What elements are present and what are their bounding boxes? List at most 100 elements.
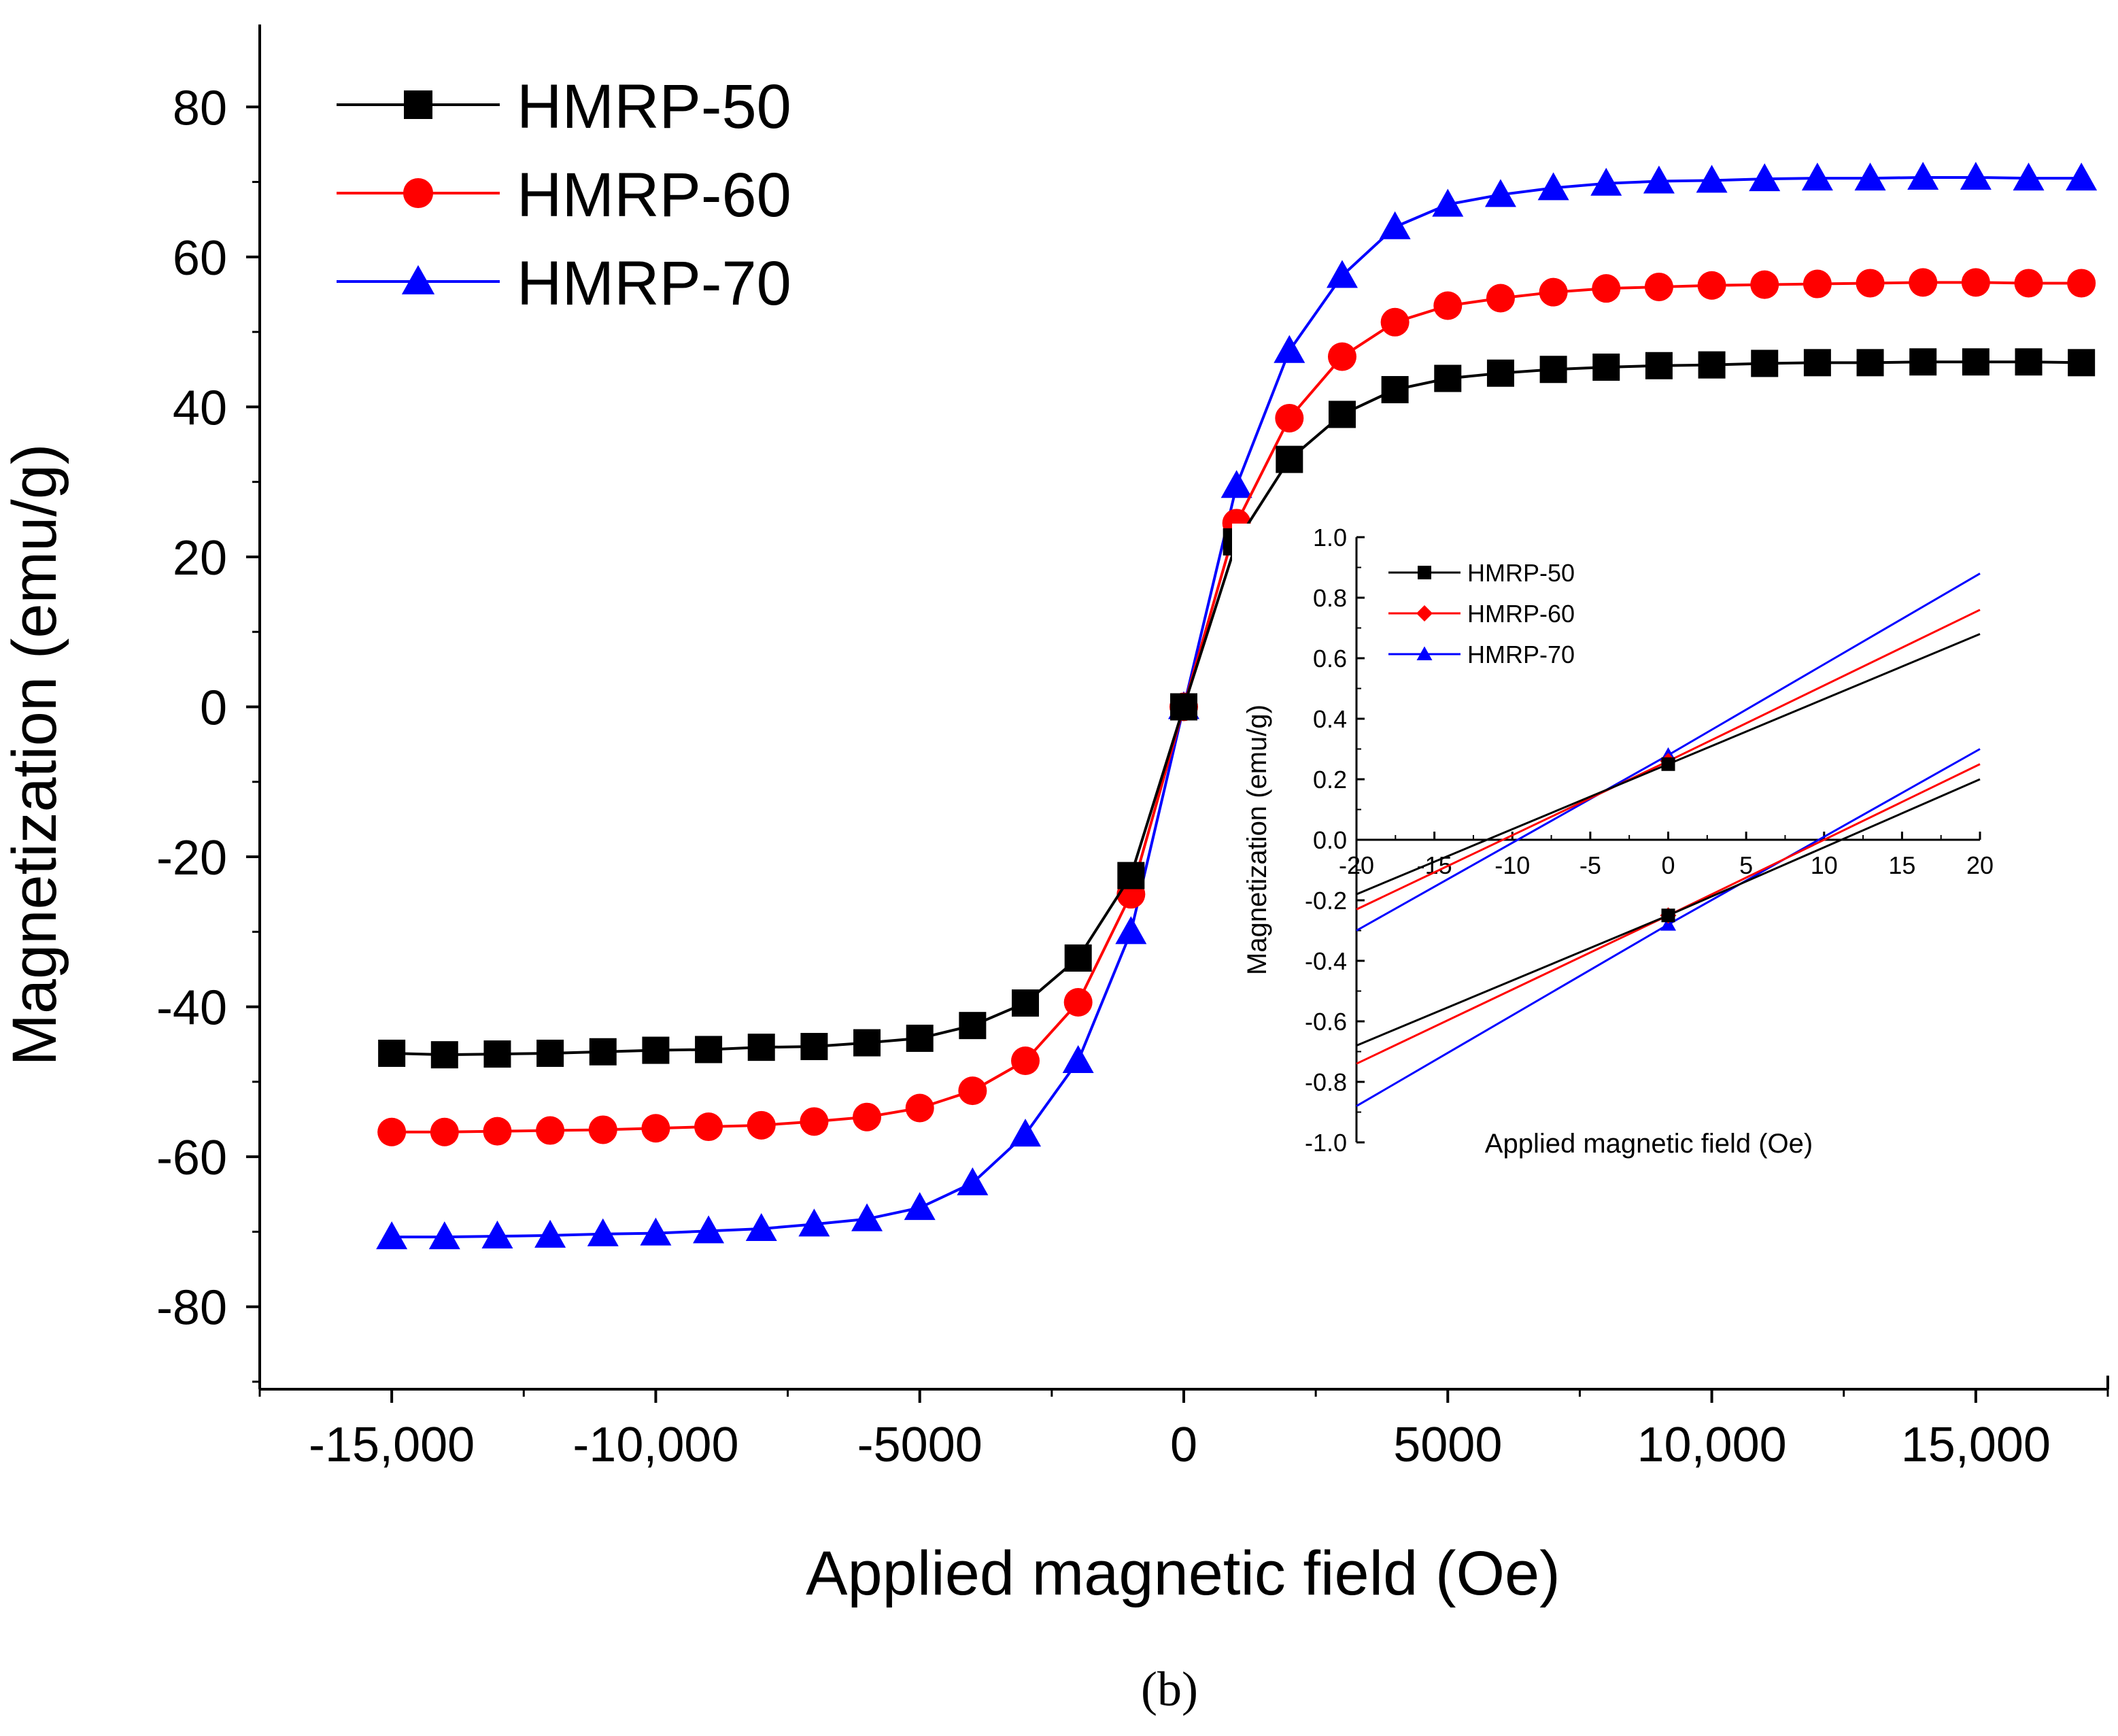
data-point-hmrp-70 — [1379, 211, 1411, 239]
inset-x-tick-label: 20 — [1966, 851, 1994, 879]
data-point-hmrp-60 — [1961, 268, 1990, 297]
main-x-tick-label: 15,000 — [1901, 1418, 2051, 1472]
inset-x-tick-label: 10 — [1811, 851, 1838, 879]
data-point-hmrp-70 — [1115, 916, 1147, 944]
inset-legend: HMRP-50 HMRP-60 HMRP-70 — [1388, 559, 1575, 668]
data-point-hmrp-50 — [1539, 356, 1567, 384]
data-point-hmrp-60 — [377, 1117, 407, 1146]
legend-entry-hmrp-50: HMRP-50 — [337, 72, 791, 141]
inset-legend-entry-hmrp-60: HMRP-60 — [1388, 600, 1575, 628]
inset-x-tick-label: 15 — [1888, 851, 1915, 879]
inset-y-tick-label: 0.6 — [1313, 645, 1347, 673]
data-point-hmrp-70 — [745, 1213, 777, 1242]
data-point-hmrp-70 — [1854, 163, 1886, 191]
data-point-hmrp-50 — [1434, 364, 1462, 392]
main-legend: HMRP-50 HMRP-60 HMRP-70 — [337, 72, 791, 318]
data-point-hmrp-50 — [1276, 445, 1303, 473]
data-point-hmrp-70 — [376, 1221, 408, 1250]
inset-y-tick-label: -1.0 — [1305, 1129, 1347, 1157]
main-x-tick-label: -15,000 — [309, 1418, 475, 1472]
inset-y-tick-label: -0.4 — [1305, 947, 1347, 975]
inset-x-tick-label: -20 — [1339, 851, 1374, 879]
data-point-hmrp-50 — [747, 1034, 775, 1061]
data-point-hmrp-70 — [640, 1217, 672, 1246]
data-point-hmrp-70 — [1537, 172, 1569, 201]
data-point-hmrp-50 — [483, 1040, 511, 1068]
data-point-hmrp-50 — [1645, 352, 1673, 379]
data-point-hmrp-50 — [1909, 348, 1937, 376]
inset-legend-marker-hmrp-50 — [1418, 566, 1431, 579]
inset-y-tick-label: 0.4 — [1313, 705, 1347, 733]
main-y-tick-label: 40 — [173, 381, 227, 435]
data-point-hmrp-50 — [906, 1024, 934, 1052]
inset-y-axis-title: Magnetization (emu/g) — [1242, 704, 1272, 975]
data-point-hmrp-60 — [958, 1076, 987, 1106]
inset-y-tick-label: 0.0 — [1313, 826, 1347, 854]
data-point-hmrp-60 — [2067, 269, 2096, 298]
data-point-hmrp-70 — [2066, 163, 2098, 191]
data-point-hmrp-60 — [1592, 274, 1621, 303]
data-point-hmrp-50 — [1486, 359, 1514, 387]
main-x-tick-label: 10,000 — [1637, 1418, 1786, 1472]
main-y-tick-label: -20 — [156, 831, 227, 885]
inset-data-point-hmrp-50 — [1661, 757, 1675, 771]
data-point-hmrp-60 — [2014, 269, 2043, 298]
data-point-hmrp-70 — [904, 1192, 936, 1221]
data-point-hmrp-50 — [1803, 349, 1831, 377]
data-point-hmrp-50 — [1751, 350, 1779, 377]
main-y-tick-label: -40 — [156, 981, 227, 1036]
main-x-tick-label: 5000 — [1393, 1418, 1502, 1472]
data-point-hmrp-60 — [1380, 307, 1410, 337]
main-y-tick-label: 80 — [173, 81, 227, 135]
data-point-hmrp-60 — [536, 1116, 565, 1145]
inset-x-tick-label: -5 — [1579, 851, 1601, 879]
data-point-hmrp-50 — [1328, 401, 1356, 428]
data-point-hmrp-60 — [1486, 284, 1515, 313]
data-point-hmrp-70 — [1484, 179, 1516, 207]
data-point-hmrp-50 — [695, 1036, 723, 1063]
data-point-hmrp-60 — [800, 1107, 829, 1136]
data-point-hmrp-70 — [1220, 470, 1252, 498]
inset-y-tick-label: 0.2 — [1313, 766, 1347, 794]
data-point-hmrp-50 — [853, 1029, 881, 1057]
legend-marker-hmrp-60 — [403, 177, 434, 209]
main-x-tick-label: 0 — [1170, 1418, 1197, 1472]
data-point-hmrp-60 — [1011, 1046, 1040, 1075]
legend-label: HMRP-60 — [517, 160, 791, 230]
data-point-hmrp-60 — [1539, 277, 1568, 307]
main-x-axis-title: Applied magnetic field (Oe) — [806, 1539, 1560, 1608]
data-point-hmrp-70 — [1643, 165, 1675, 194]
main-y-tick-label: -60 — [156, 1131, 227, 1185]
data-point-hmrp-70 — [481, 1221, 513, 1249]
data-point-hmrp-60 — [1856, 269, 1885, 298]
legend-label: HMRP-50 — [517, 72, 791, 141]
inset-legend-marker-hmrp-70 — [1416, 646, 1433, 660]
data-point-hmrp-50 — [1170, 693, 1197, 721]
data-point-hmrp-50 — [1698, 351, 1726, 379]
data-point-hmrp-50 — [430, 1041, 458, 1069]
data-point-hmrp-70 — [1432, 188, 1464, 217]
data-point-hmrp-70 — [1062, 1044, 1094, 1073]
figure-caption: (b) — [1141, 1662, 1198, 1716]
data-point-hmrp-60 — [430, 1117, 459, 1146]
data-point-hmrp-50 — [800, 1033, 828, 1061]
data-point-hmrp-60 — [1063, 987, 1093, 1017]
data-point-hmrp-50 — [1381, 376, 1409, 404]
inset-y-tick-label: -0.2 — [1305, 887, 1347, 915]
inset-chart: -1.0 -0.8 -0.6 -0.4 -0.2 0.0 0.2 0.4 0.6 0.8 1.0 -2… — [1232, 524, 1994, 1163]
data-point-hmrp-50 — [2015, 348, 2043, 376]
inset-y-tick-label: -0.6 — [1305, 1008, 1347, 1036]
inset-legend-entry-hmrp-50: HMRP-50 — [1388, 559, 1575, 587]
main-y-axis-title: Magnetization (emu/g) — [0, 443, 69, 1066]
inset-data-point-hmrp-70 — [1660, 917, 1676, 931]
inset-y-tick-label: 0.8 — [1313, 584, 1347, 612]
data-point-hmrp-50 — [1856, 349, 1884, 377]
data-point-hmrp-70 — [1326, 260, 1358, 288]
inset-legend-label: HMRP-50 — [1467, 559, 1575, 587]
data-point-hmrp-60 — [641, 1114, 670, 1143]
legend-entry-hmrp-60: HMRP-60 — [337, 160, 791, 230]
data-point-hmrp-50 — [642, 1036, 670, 1064]
inset-background — [1232, 524, 1985, 1163]
